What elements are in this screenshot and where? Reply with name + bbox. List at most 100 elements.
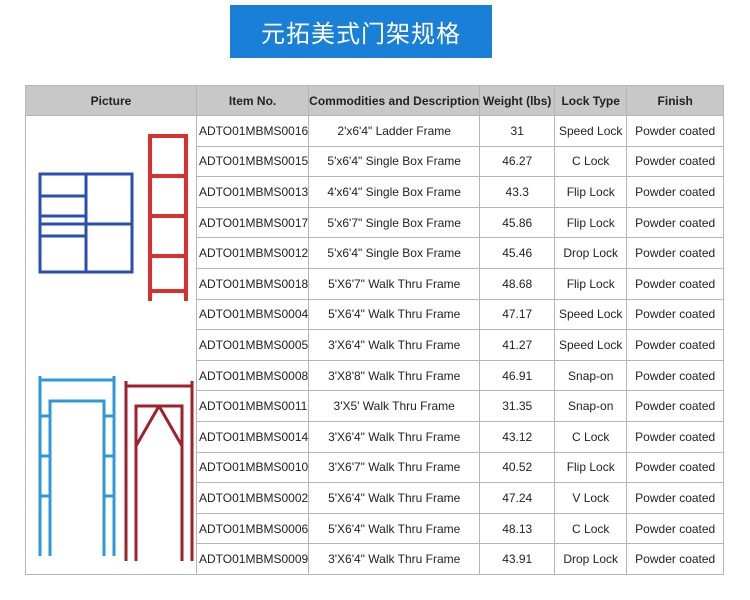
cell-finish: Powder coated	[626, 206, 725, 239]
cell-lock-type: Speed Lock	[554, 329, 628, 361]
cell-item-no: ADTO01MBMS0008	[195, 359, 310, 392]
cell-finish: Powder coated	[626, 482, 725, 514]
cell-weight: 46.91	[479, 359, 556, 392]
cell-finish: Powder coated	[626, 390, 725, 422]
cell-description: 5'x6'4" Single Box Frame	[308, 237, 481, 269]
cell-lock-type: Flip Lock	[554, 206, 628, 239]
cell-description: 4'x6'4" Single Box Frame	[308, 176, 481, 208]
cell-finish: Powder coated	[626, 420, 725, 453]
cell-weight: 47.17	[479, 298, 556, 331]
cell-finish: Powder coated	[626, 329, 725, 361]
cell-weight: 45.86	[479, 206, 556, 239]
scaffold-frames-image	[38, 134, 194, 561]
cell-description: 5'X6'4" Walk Thru Frame	[308, 482, 481, 514]
cell-weight: 48.13	[479, 512, 556, 545]
table-row: ADTO01MBMS0014 3'X6'4" Walk Thru Frame 43.…	[26, 420, 725, 453]
table-row: ADTO01MBMS0005 3'X6'4" Walk Thru Frame 41.…	[26, 329, 725, 361]
cell-item-no: ADTO01MBMS0017	[195, 206, 310, 239]
header-description: Commodities and Description	[308, 85, 481, 116]
cell-description: 5'x6'7" Single Box Frame	[308, 206, 481, 239]
cell-item-no: ADTO01MBMS0006	[195, 512, 310, 545]
cell-weight: 41.27	[479, 329, 556, 361]
cell-lock-type: Flip Lock	[554, 176, 628, 208]
header-finish: Finish	[626, 85, 725, 116]
header-item: Item No.	[195, 85, 310, 116]
cell-finish: Powder coated	[626, 543, 725, 575]
cell-description: 5'X6'4" Walk Thru Frame	[308, 298, 481, 331]
cell-item-no: ADTO01MBMS0009	[195, 543, 310, 575]
table-row: ADTO01MBMS0010 3'X6'7" Walk Thru Frame 40.…	[26, 451, 725, 484]
header-weight: Weight (lbs)	[479, 85, 556, 116]
cell-finish: Powder coated	[626, 298, 725, 331]
cell-description: 3'X8'8" Walk Thru Frame	[308, 359, 481, 392]
cell-finish: Powder coated	[626, 359, 725, 392]
table-row: ADTO01MBMS0013 4'x6'4" Single Box Frame 43…	[26, 176, 725, 208]
cell-description: 5'X6'7" Walk Thru Frame	[308, 267, 481, 300]
cell-item-no: ADTO01MBMS0013	[195, 176, 310, 208]
cell-weight: 43.3	[479, 176, 556, 208]
table-row: ADTO01MBMS0012 5'x6'4" Single Box Frame 45…	[26, 237, 725, 269]
table-row: ADTO01MBMS0011 3'X5' Walk Thru Frame 31.35…	[26, 390, 725, 422]
cell-weight: 43.91	[479, 543, 556, 575]
cell-weight: 45.46	[479, 237, 556, 269]
cell-description: 3'X6'4" Walk Thru Frame	[308, 420, 481, 453]
cell-finish: Powder coated	[626, 176, 725, 208]
cell-lock-type: Flip Lock	[554, 267, 628, 300]
cell-finish: Powder coated	[626, 451, 725, 484]
cell-description: 3'X6'4" Walk Thru Frame	[308, 329, 481, 361]
cell-item-no: ADTO01MBMS0014	[195, 420, 310, 453]
cell-weight: 31	[479, 115, 556, 147]
picture-cell	[25, 115, 197, 575]
table-row: ADTO01MBMS0016 2'x6'4" Ladder Frame 31 Spee…	[25, 115, 725, 575]
table-row: ADTO01MBMS0006 5'X6'4" Walk Thru Frame 48.…	[26, 512, 725, 545]
cell-description: 3'X6'4" Walk Thru Frame	[308, 543, 481, 575]
single-box-frame-image	[38, 172, 134, 274]
cell-finish: Powder coated	[626, 115, 725, 147]
cell-lock-type: Drop Lock	[554, 237, 628, 269]
cell-description: 2'x6'4" Ladder Frame	[308, 115, 481, 147]
cell-finish: Powder coated	[626, 237, 725, 269]
cell-item-no: ADTO01MBMS0010	[195, 451, 310, 484]
cell-lock-type: Flip Lock	[554, 451, 628, 484]
cell-description: 3'X6'7" Walk Thru Frame	[308, 451, 481, 484]
cell-lock-type: Snap-on	[554, 390, 628, 422]
table-row: ADTO01MBMS0018 5'X6'7" Walk Thru Frame 48.…	[26, 267, 725, 300]
cell-item-no: ADTO01MBMS0005	[195, 329, 310, 361]
cell-lock-type: Speed Lock	[554, 298, 628, 331]
cell-weight: 48.68	[479, 267, 556, 300]
cell-item-no: ADTO01MBMS0018	[195, 267, 310, 300]
cell-finish: Powder coated	[626, 512, 725, 545]
cell-lock-type: C Lock	[554, 512, 628, 545]
cell-lock-type: V Lock	[554, 482, 628, 514]
cell-weight: 43.12	[479, 420, 556, 453]
cell-item-no: ADTO01MBMS0016	[195, 115, 310, 147]
cell-item-no: ADTO01MBMS0015	[195, 145, 310, 178]
table-row: ADTO01MBMS0015 5'x6'4" Single Box Frame 46…	[26, 145, 725, 178]
cell-item-no: ADTO01MBMS0011	[195, 390, 310, 422]
cell-item-no: ADTO01MBMS0012	[195, 237, 310, 269]
cell-lock-type: C Lock	[554, 145, 628, 178]
header-picture: Picture	[25, 85, 197, 116]
header-lock: Lock Type	[554, 85, 628, 116]
header-row: Picture Item No. Commodities and Descrip…	[25, 85, 725, 116]
cell-weight: 40.52	[479, 451, 556, 484]
cell-item-no: ADTO01MBMS0004	[195, 298, 310, 331]
cell-lock-type: Speed Lock	[554, 115, 628, 147]
spec-table: Picture Item No. Commodities and Descrip…	[25, 85, 725, 575]
cell-weight: 46.27	[479, 145, 556, 178]
cell-item-no: ADTO01MBMS0002	[195, 482, 310, 514]
table-row: ADTO01MBMS0009 3'X6'4" Walk Thru Frame 43.…	[26, 543, 725, 575]
cell-lock-type: Drop Lock	[554, 543, 628, 575]
cell-weight: 31.35	[479, 390, 556, 422]
cell-description: 5'x6'4" Single Box Frame	[308, 145, 481, 178]
cell-lock-type: Snap-on	[554, 359, 628, 392]
table-row: ADTO01MBMS0017 5'x6'7" Single Box Frame 45…	[26, 206, 725, 239]
walk-thru-frame-blue-image	[38, 376, 116, 556]
table-row: ADTO01MBMS0002 5'X6'4" Walk Thru Frame 47.…	[26, 482, 725, 514]
cell-lock-type: C Lock	[554, 420, 628, 453]
cell-description: 5'X6'4" Walk Thru Frame	[308, 512, 481, 545]
cell-description: 3'X5' Walk Thru Frame	[308, 390, 481, 422]
cell-finish: Powder coated	[626, 145, 725, 178]
title-banner: 元拓美式门架规格	[230, 5, 492, 58]
cell-weight: 47.24	[479, 482, 556, 514]
